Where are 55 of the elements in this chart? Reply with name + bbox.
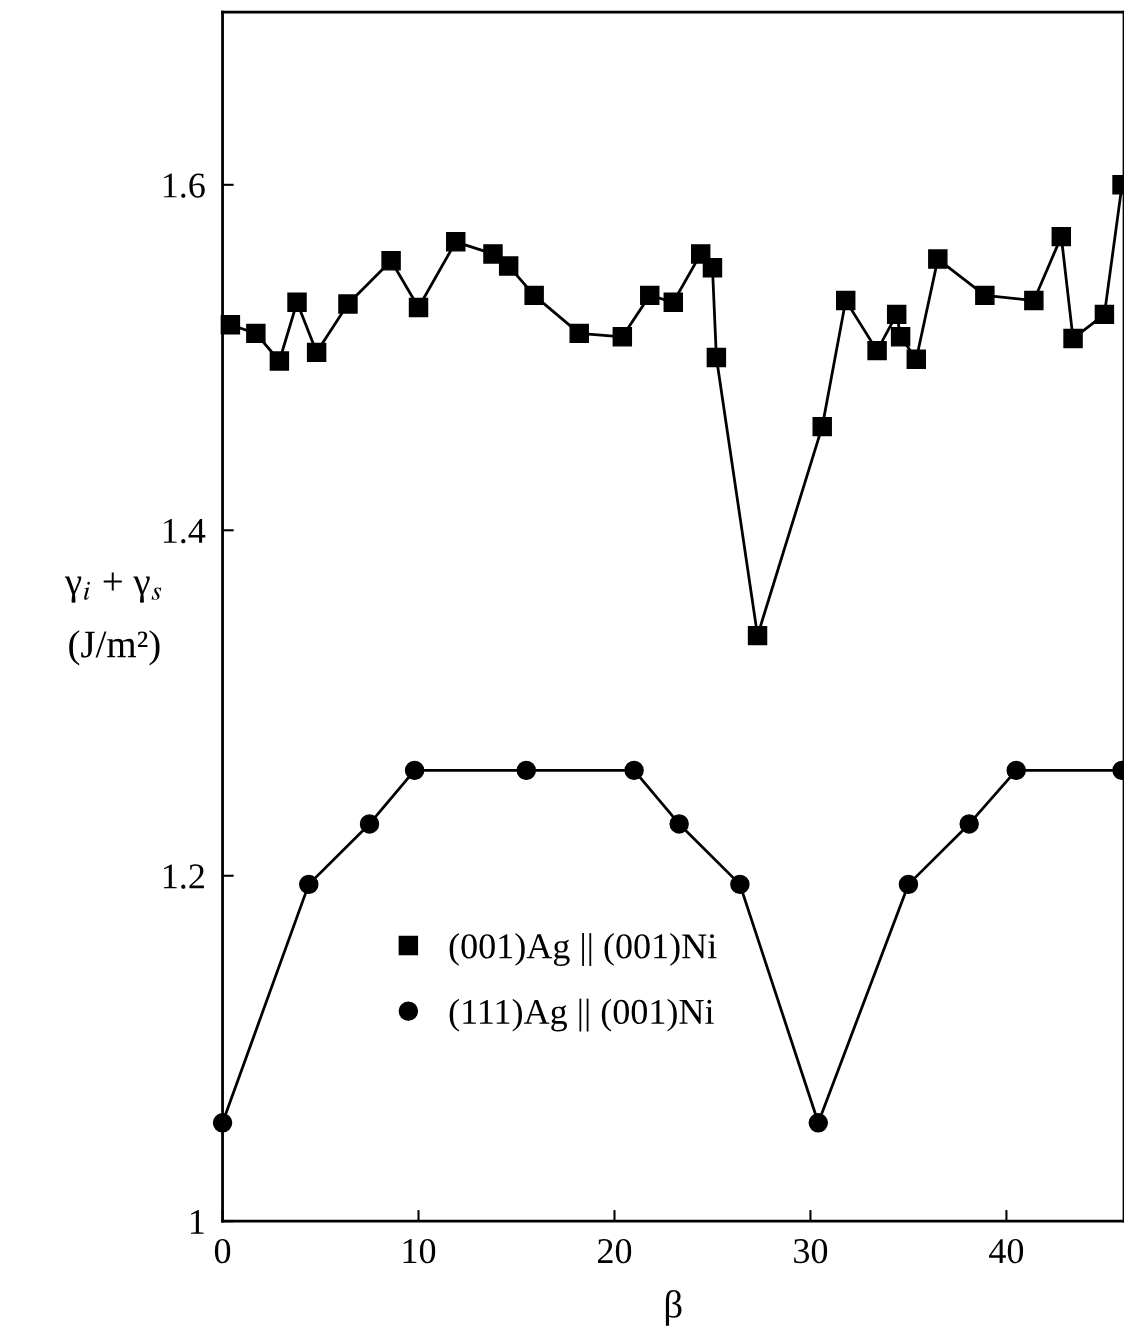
point [867,340,887,361]
point [624,760,644,781]
point [928,249,948,269]
y-axis-title: γ$_{i}$ + γ$_{s}$ (J/m²) [64,572,162,666]
point [483,244,503,264]
point [1024,290,1044,311]
point [306,342,327,363]
point [359,814,380,834]
point [669,814,689,834]
point [690,244,711,264]
y-tick-label: 1.6 [163,173,205,198]
point [906,349,926,369]
point [287,292,307,312]
point [246,323,266,344]
x-axis-title: β [665,1290,682,1326]
point [299,874,319,895]
point [269,351,290,371]
point [812,416,832,437]
point [569,323,589,344]
point [640,285,660,306]
legend-label: (001)Ag || (001)Ni [449,933,717,966]
y-tick-label: 1 [191,1209,204,1234]
point [498,256,519,276]
point [408,297,429,318]
point [1006,760,1026,781]
x-tick-label: 10 [403,1238,436,1264]
point [404,760,425,781]
point [890,327,911,347]
point [663,292,683,312]
point [808,1113,829,1133]
point [702,258,723,278]
point [1051,226,1072,247]
y-tick-label: 1.4 [163,518,206,544]
point [1094,304,1115,325]
point [516,760,537,781]
point [747,625,768,646]
point [612,327,633,347]
x-tick-label: 20 [598,1238,632,1264]
point [706,347,727,368]
point [975,285,995,306]
point [898,874,919,895]
point [524,285,544,306]
point [381,251,401,271]
point [886,304,907,325]
point [959,814,979,834]
point [1063,328,1083,349]
legend-label: (111)Ag || (001)Ni [449,998,714,1032]
point [836,290,856,311]
point [730,874,750,895]
x-tick-label: 30 [794,1238,828,1264]
x-tick-label: 40 [989,1238,1024,1264]
point [338,294,358,314]
point [446,232,466,252]
x-tick-label: 0 [214,1238,231,1264]
y-tick-label: 1.2 [163,864,204,889]
